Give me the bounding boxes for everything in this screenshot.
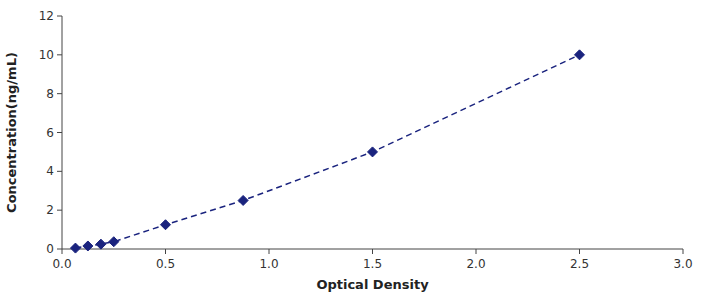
y-tick [57, 93, 62, 94]
point [96, 239, 106, 249]
x-tick-label: 1.0 [259, 257, 278, 271]
x-tick-label: 2.5 [570, 257, 589, 271]
x-tick-label: 3.0 [673, 257, 692, 271]
x-tick [165, 249, 166, 254]
x-axis-label: Optical Density [316, 277, 429, 292]
x-tick [269, 249, 270, 254]
x-tick [579, 249, 580, 254]
x-tick-label: 0.0 [52, 257, 71, 271]
y-tick-label: 8 [46, 87, 54, 101]
point [575, 50, 585, 60]
x-tick-label: 0.5 [156, 257, 175, 271]
y-tick-label: 10 [39, 48, 54, 62]
y-tick [57, 132, 62, 133]
y-tick [57, 210, 62, 211]
chart: 0.0 0.5 1.0 1.5 2.0 2.5 3.0 0 2 4 6 8 10 12 Optical De… [0, 0, 705, 297]
point [161, 220, 171, 230]
y-tick-label: 6 [46, 126, 54, 140]
y-tick [57, 54, 62, 55]
plot-area [70, 50, 584, 253]
y-tick [57, 16, 62, 17]
point [238, 195, 248, 205]
y-axis-label: Concentration(ng/mL) [4, 52, 19, 213]
y-tick-label: 2 [46, 203, 54, 217]
x-tick-label: 2.0 [466, 257, 485, 271]
x-tick [683, 249, 684, 254]
x-tick [62, 249, 63, 254]
x-tick [476, 249, 477, 254]
y-tick-label: 4 [46, 164, 54, 178]
point [368, 147, 378, 157]
y-tick [57, 171, 62, 172]
y-tick-label: 12 [39, 9, 54, 23]
x-tick [372, 249, 373, 254]
point [109, 237, 119, 247]
line [75, 55, 579, 248]
y-tick [57, 249, 62, 250]
y-tick-label: 0 [46, 242, 54, 256]
x-tick-label: 1.5 [363, 257, 382, 271]
point [83, 241, 93, 251]
point [70, 243, 80, 253]
